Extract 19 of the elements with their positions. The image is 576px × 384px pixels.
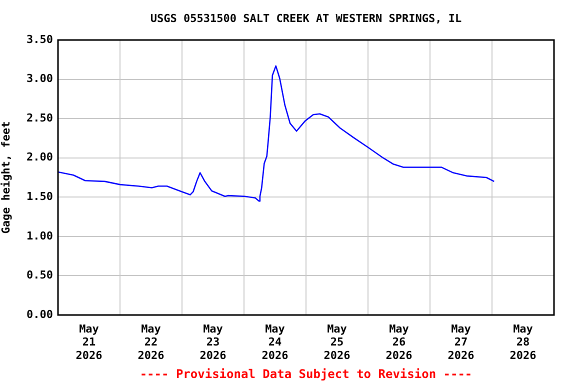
x-tick-label: May 28 2026: [510, 322, 537, 362]
y-tick-label: 3.50: [26, 32, 53, 46]
y-tick-label: 1.50: [26, 190, 53, 203]
y-tick-label: 2.50: [26, 111, 53, 124]
y-tick-label: 0.00: [26, 308, 53, 321]
text: ---- Provisional Data Subject to Revision ----: [140, 367, 472, 382]
x-tick-label: May 26 2026: [386, 322, 413, 362]
x-tick-label: May 23 2026: [200, 322, 227, 362]
y-tick-label: 1.00: [26, 229, 53, 242]
y-tick-label: 3.00: [26, 72, 53, 86]
chart-title: USGS 05531500 SALT CREEK AT WESTERN SPRINGS, IL: [150, 12, 462, 25]
x-tick-label: May 27 2026: [448, 322, 475, 362]
y-axis-title: Gage height, feet: [0, 121, 12, 234]
x-tick-label: May 22 2026: [138, 322, 165, 362]
x-tick-label: May 21 2026: [76, 322, 103, 362]
y-tick-label: 2.00: [26, 150, 53, 164]
y-tick-label: 0.50: [26, 268, 53, 282]
x-tick-label: May 24 2026: [262, 322, 289, 362]
x-tick-label: May 25 2026: [324, 322, 351, 362]
